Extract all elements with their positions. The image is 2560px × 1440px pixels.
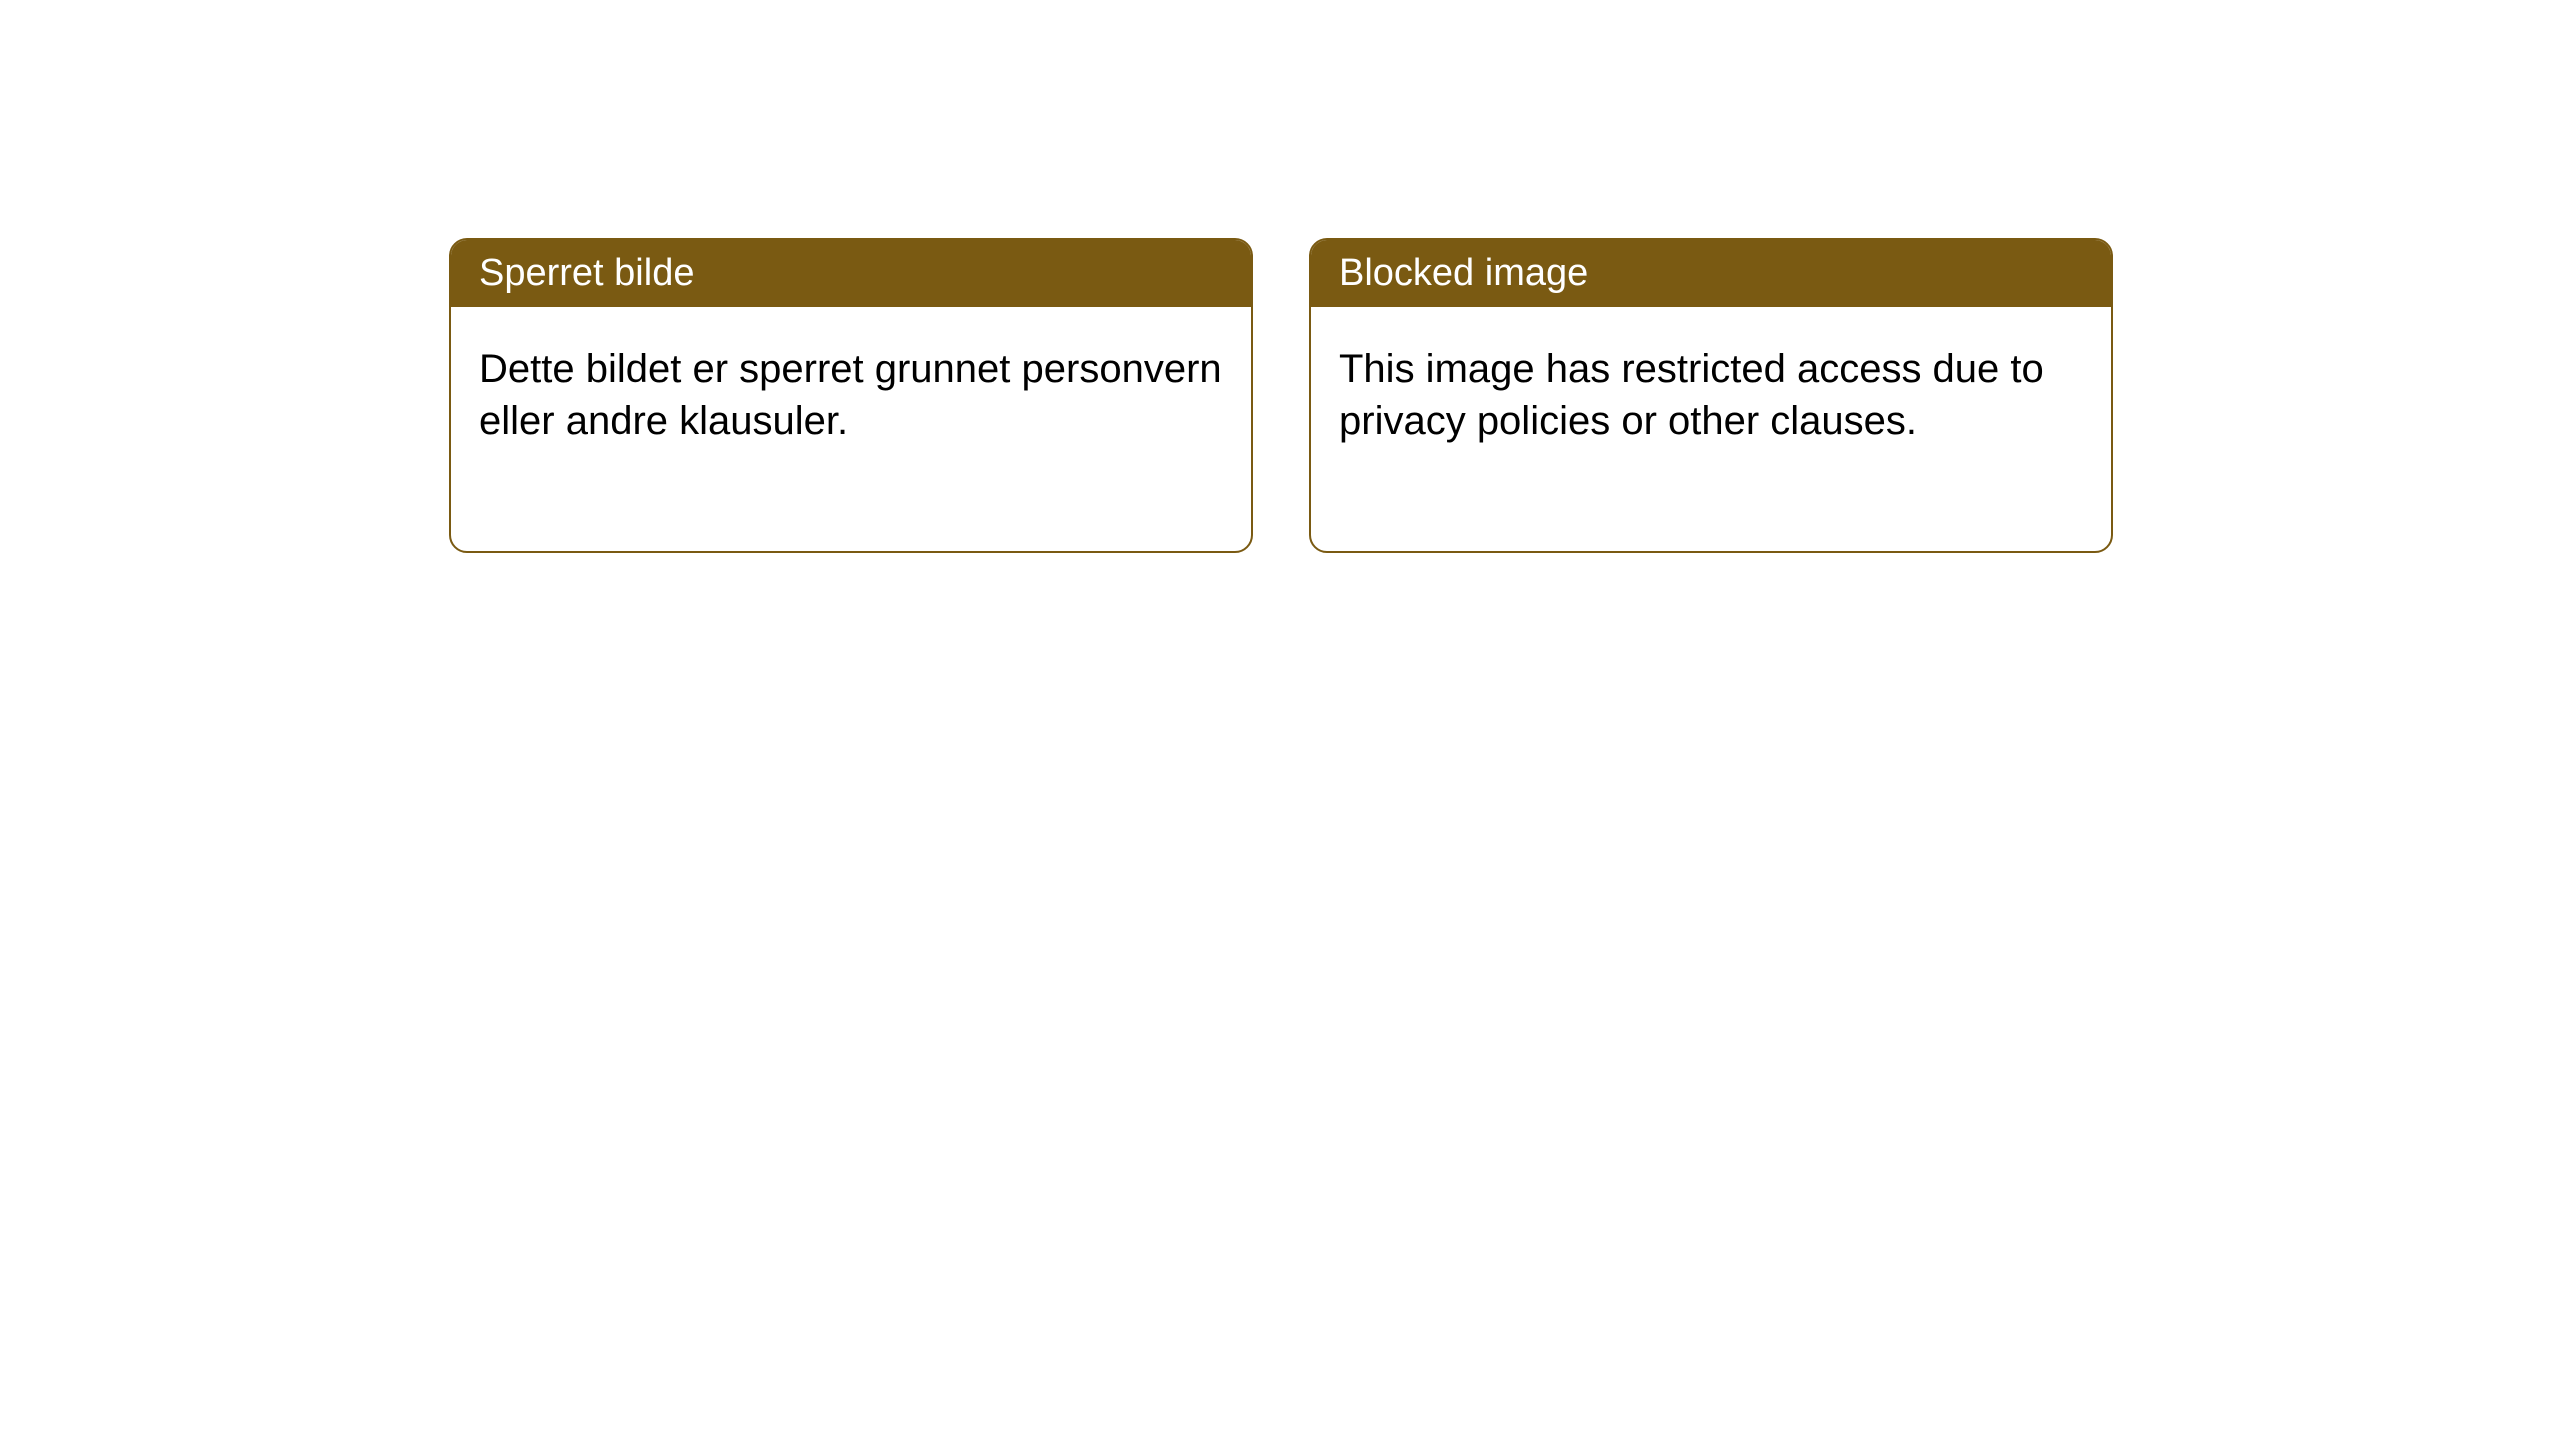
card-english-header: Blocked image (1311, 240, 2111, 307)
card-norwegian: Sperret bilde Dette bildet er sperret gr… (449, 238, 1253, 553)
card-norwegian-title: Sperret bilde (479, 252, 694, 294)
card-norwegian-header: Sperret bilde (451, 240, 1251, 307)
card-english: Blocked image This image has restricted … (1309, 238, 2113, 553)
card-english-body: This image has restricted access due to … (1311, 307, 2111, 551)
blocked-image-cards: Sperret bilde Dette bildet er sperret gr… (449, 238, 2113, 553)
card-english-title: Blocked image (1339, 252, 1588, 294)
card-english-text: This image has restricted access due to … (1339, 347, 2044, 443)
card-norwegian-body: Dette bildet er sperret grunnet personve… (451, 307, 1251, 551)
card-norwegian-text: Dette bildet er sperret grunnet personve… (479, 347, 1222, 443)
